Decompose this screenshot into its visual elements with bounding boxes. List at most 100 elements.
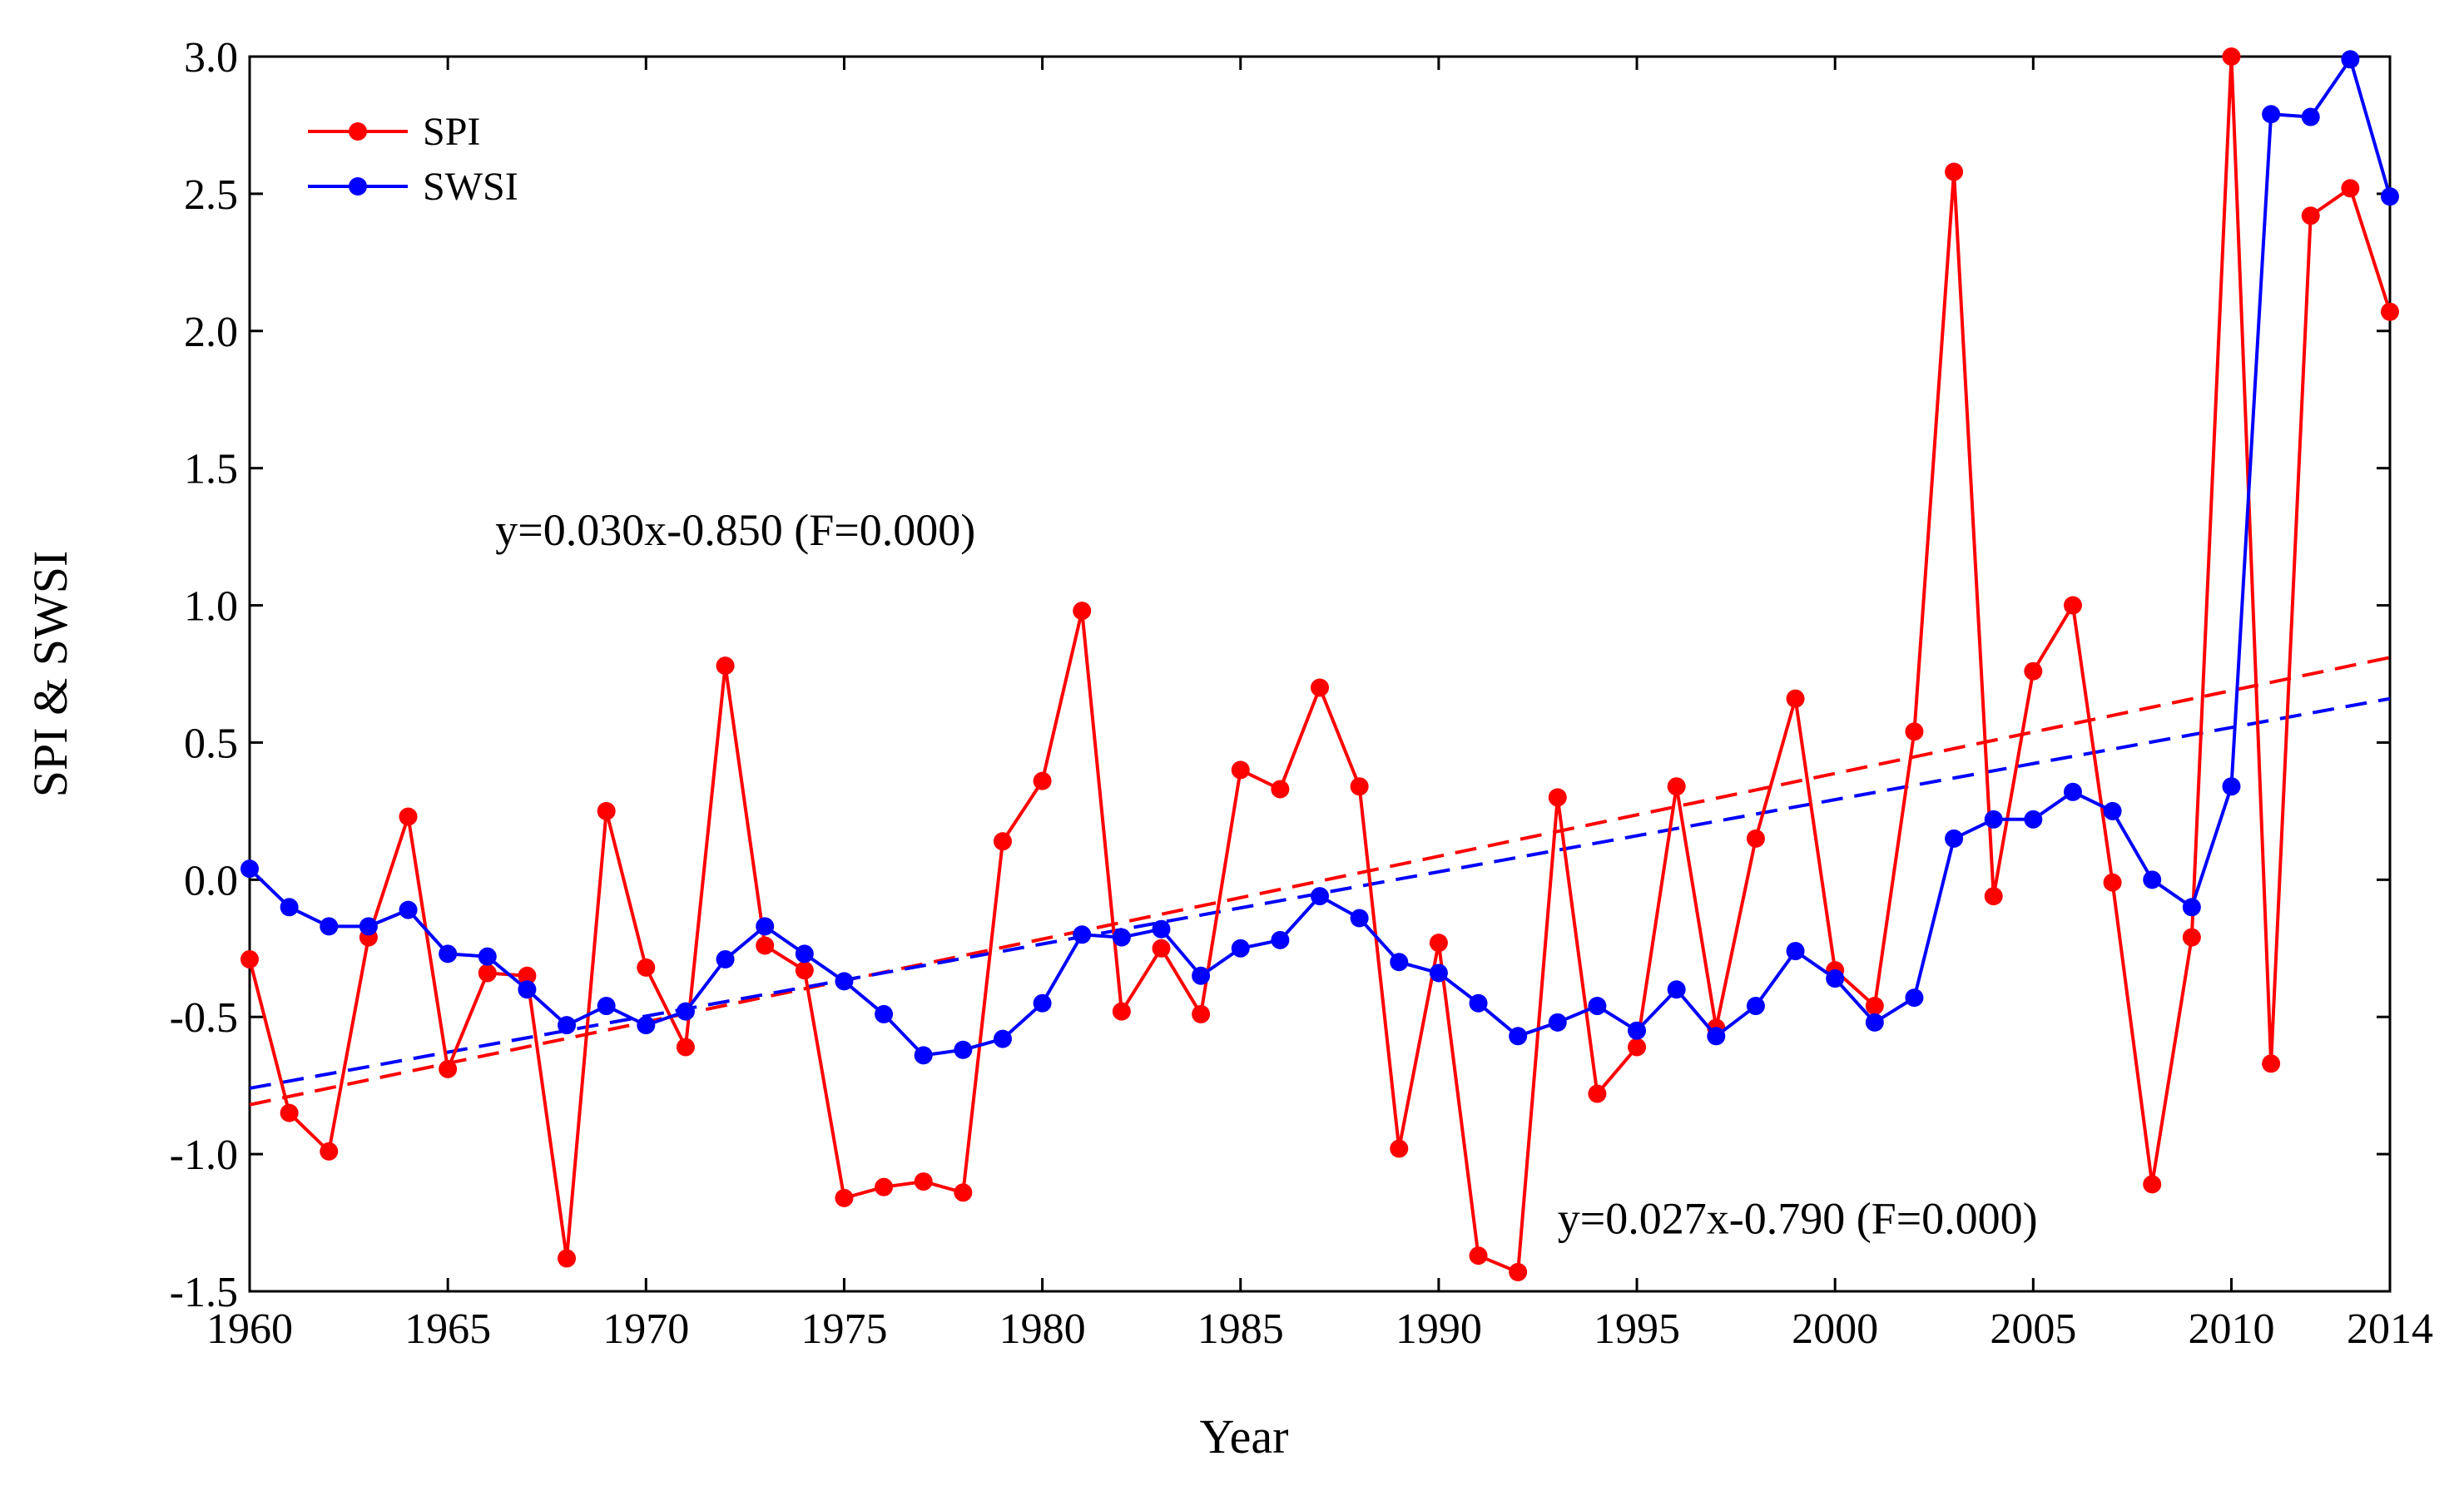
spi-point <box>2103 873 2122 892</box>
swsi-point <box>2301 107 2320 126</box>
swsi-point <box>2262 105 2281 124</box>
plot-frame <box>248 55 2392 1293</box>
spi-point <box>1905 722 1924 741</box>
swsi-point <box>637 1016 656 1035</box>
y-tick-label: -1.5 <box>170 1269 238 1316</box>
legend: SPI SWSI <box>308 110 518 209</box>
spi-point <box>280 1103 299 1122</box>
spi-point <box>399 807 418 826</box>
y-tick-label: 2.0 <box>184 309 238 356</box>
spi-point <box>2222 47 2241 66</box>
spi-point <box>1429 934 1448 953</box>
spi-point <box>597 801 616 820</box>
swsi-point <box>1192 966 1211 985</box>
spi-point <box>1746 829 1765 848</box>
spi-point <box>676 1038 695 1057</box>
x-tick-label: 1990 <box>1396 1305 1482 1353</box>
series-line-swsi <box>248 57 2392 1058</box>
spi-point <box>478 963 497 983</box>
swsi-point <box>320 917 339 936</box>
trend-line-swsi <box>249 696 2391 1090</box>
swsi-point <box>1746 997 1765 1016</box>
x-tick-label: 1980 <box>999 1305 1086 1353</box>
swsi-point <box>1311 887 1329 906</box>
swsi-point <box>1588 997 1607 1016</box>
spi-point <box>1984 887 2003 906</box>
x-tick-label: 2010 <box>2188 1305 2274 1353</box>
legend-label-spi: SPI <box>423 110 480 154</box>
swsi-point <box>399 900 418 919</box>
swsi-point <box>240 859 259 879</box>
swsi-point <box>1033 993 1052 1013</box>
legend-marker-spi <box>349 122 367 141</box>
spi-point <box>1786 689 1805 708</box>
swsi-point <box>2024 810 2043 829</box>
series-group <box>240 47 2399 1281</box>
series-swsi <box>240 50 2399 1065</box>
x-tick-label: 1970 <box>602 1305 689 1353</box>
y-tick-label: 1.0 <box>184 583 238 631</box>
spi-point <box>716 656 735 676</box>
x-axis-title: Year <box>1200 1409 1289 1464</box>
spi-point <box>2063 596 2082 615</box>
spi-point <box>954 1183 973 1202</box>
swsi-point <box>2381 187 2399 206</box>
y-tick-label: 2.5 <box>184 171 238 219</box>
swsi-point <box>2222 777 2241 796</box>
swsi-point <box>2143 870 2162 889</box>
swsi-point <box>993 1029 1012 1048</box>
x-tick-label: 1965 <box>404 1305 491 1353</box>
spi-point <box>2341 179 2360 198</box>
spi-point <box>914 1172 933 1191</box>
spi-point <box>1073 602 1092 621</box>
swsi-point <box>558 1016 577 1035</box>
swsi-point <box>1469 993 1488 1013</box>
swsi-point <box>1271 930 1290 949</box>
spi-point <box>518 966 537 985</box>
spi-point <box>795 961 814 980</box>
spi-point <box>1033 771 1052 790</box>
spi-point <box>1628 1038 1647 1057</box>
swsi-point <box>1786 942 1805 961</box>
swsi-point <box>439 944 458 963</box>
swsi-point <box>1350 909 1369 928</box>
swsi-point <box>1984 810 2003 829</box>
spi-point <box>1311 678 1329 697</box>
spi-point <box>1548 788 1567 807</box>
swsi-point <box>2182 898 2201 917</box>
x-tick-label: 1960 <box>206 1305 293 1353</box>
swsi-point <box>597 997 616 1016</box>
axes: 1960 1965 1970 1975 1980 1985 1990 1995 2000 2005… <box>170 34 2433 1353</box>
swsi-point <box>2103 801 2122 820</box>
spi-point <box>2024 661 2043 681</box>
spi-point <box>875 1177 894 1196</box>
swsi-point <box>795 944 814 963</box>
swsi-point <box>1628 1021 1647 1040</box>
x-tick-label: 1995 <box>1594 1305 1680 1353</box>
swsi-point <box>1905 988 1924 1008</box>
swsi-point <box>1073 925 1092 944</box>
trend-line-spi <box>249 656 2391 1107</box>
swsi-point <box>1548 1013 1567 1032</box>
spi-point <box>2262 1054 2281 1073</box>
swsi-point <box>1231 939 1250 958</box>
series-spi <box>240 47 2399 1281</box>
swsi-point <box>954 1040 973 1059</box>
legend-marker-swsi <box>349 177 367 196</box>
regression-equation: y=0.027x-0.790 (F=0.000) <box>1558 1194 2038 1244</box>
spi-point <box>2301 206 2320 225</box>
spi-point <box>2381 302 2399 321</box>
spi-point <box>1112 1002 1131 1021</box>
swsi-point <box>2341 50 2360 69</box>
spi-point <box>1271 780 1290 799</box>
swsi-point <box>1112 928 1131 947</box>
trend-lines <box>249 656 2391 1107</box>
swsi-point <box>875 1004 894 1023</box>
y-tick-label: 1.5 <box>184 446 238 493</box>
series-line-spi <box>248 55 2392 1274</box>
annotations: y=0.030x-0.850 (F=0.000) y=0.027x-0.790 (… <box>495 505 2037 1244</box>
x-tick-label: 2014 <box>2347 1305 2433 1353</box>
spi-point <box>558 1249 577 1268</box>
swsi-point <box>2063 782 2082 801</box>
